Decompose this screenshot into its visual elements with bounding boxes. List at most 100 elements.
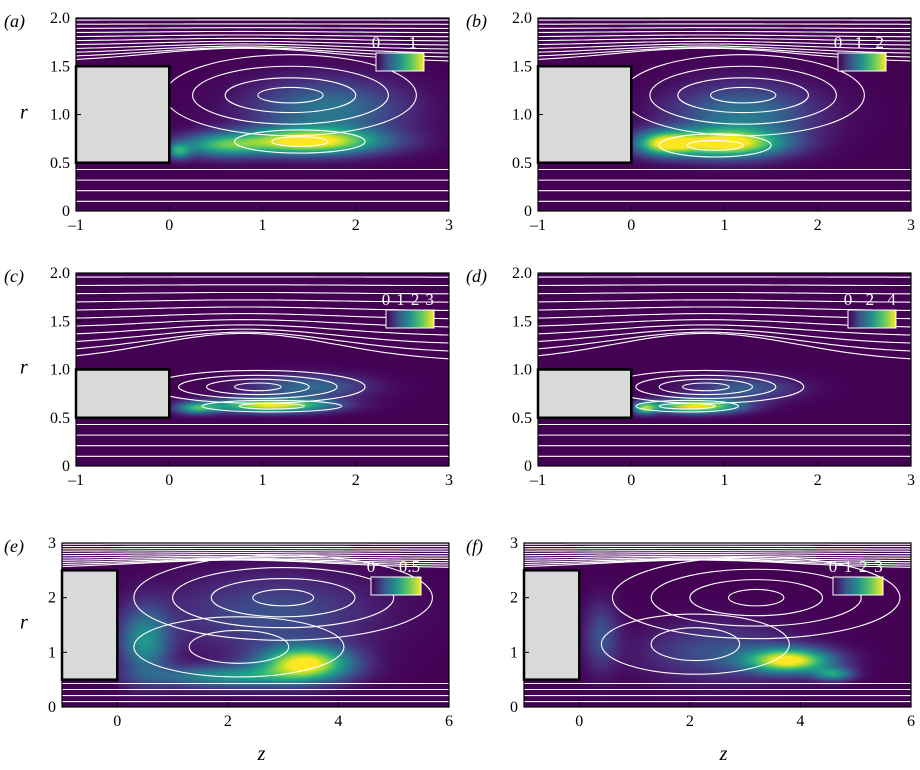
y-tick-label: 2.0 — [50, 265, 70, 282]
x-tick-label: 1 — [721, 217, 729, 234]
colorbar — [847, 309, 897, 329]
heatmap-canvas — [62, 543, 449, 707]
streamline — [76, 284, 449, 287]
y-tick-label: 3 — [510, 535, 518, 552]
vortex-contour — [650, 568, 862, 627]
x-tick-label: 0 — [575, 713, 583, 730]
streamline — [523, 553, 911, 557]
vortex-contour — [658, 402, 716, 410]
y-tick-label: 0.5 — [512, 410, 532, 427]
x-tick-label: –1 — [67, 472, 84, 489]
streamline — [75, 291, 449, 295]
colorbar-tick-label: 3 — [425, 290, 434, 309]
vortex-contour — [686, 140, 744, 151]
panel-c: –1 0 1 2 300.51.01.52.0(c)r0 1 2 3 — [4, 265, 453, 489]
vortex-contour — [224, 77, 357, 114]
y-tick-label: 0 — [48, 699, 56, 716]
streamline — [76, 34, 449, 38]
vortex-contour — [133, 554, 433, 641]
y-tick-label: 1.0 — [50, 107, 70, 124]
y-tick-label: 1.0 — [50, 362, 70, 379]
vortex-contour — [600, 613, 790, 675]
panel-e: 0 2 4 6 0 1 2 3 (e) r z 0 0.5 — [4, 535, 453, 765]
streamline — [62, 550, 450, 552]
y-tick-label: 1 — [48, 644, 56, 661]
vortex-contour — [658, 133, 772, 158]
panel-a: –1 0 1 2 300.51.01.52.0(a)r0 1 — [4, 10, 453, 234]
streamline — [538, 27, 911, 29]
axes-frame — [523, 542, 912, 708]
x-tick-label: 3 — [445, 217, 453, 234]
cylinder-body — [522, 569, 581, 681]
streamline — [537, 332, 912, 360]
vortex-contour — [650, 627, 741, 662]
vortex-contour — [681, 382, 730, 392]
x-tick-label: –1 — [67, 217, 84, 234]
y-tick-label: 2 — [48, 590, 56, 607]
axes-frame — [61, 542, 450, 708]
streamline — [524, 550, 912, 552]
streamline — [75, 332, 450, 360]
streamline — [538, 34, 911, 38]
colorbar — [385, 309, 435, 329]
y-tick-label: 0 — [524, 203, 532, 220]
cylinder-body — [60, 569, 119, 681]
vortex-contour — [658, 378, 754, 396]
streamlines — [537, 276, 912, 457]
streamline — [62, 557, 450, 562]
x-tick-label: 2 — [352, 217, 360, 234]
streamline — [537, 43, 912, 50]
streamline — [61, 559, 450, 566]
streamline — [538, 30, 911, 34]
streamline — [537, 331, 912, 352]
vortex-contour — [257, 86, 324, 104]
x-tick-label: 2 — [686, 713, 694, 730]
streamlines — [61, 543, 450, 703]
x-tick-label: 6 — [907, 713, 915, 730]
x-tick-label: 2 — [352, 472, 360, 489]
vortex-contour — [233, 382, 282, 392]
colorbar-tick-label: 0.5 — [399, 557, 420, 576]
x-tick-label: 3 — [907, 472, 915, 489]
streamline — [75, 331, 450, 352]
colorbar-tick-label: 0 — [829, 557, 838, 576]
vortex-contour — [611, 556, 901, 640]
vortex-contour — [178, 374, 338, 400]
panel-b: –1 0 1 2 300.51.01.52.0(b)0 1 2 — [466, 10, 915, 234]
y-tick-label: 1.5 — [50, 58, 70, 75]
y-tick-label: 2.0 — [512, 10, 532, 27]
y-tick-label: 3 — [48, 535, 56, 552]
colorbar — [832, 576, 884, 596]
streamline — [524, 555, 912, 559]
panel-label: (a) — [4, 11, 25, 32]
x-tick-label: 0 — [113, 713, 121, 730]
colorbar-tick-label: 1 — [396, 290, 405, 309]
y-axis-label: r — [20, 611, 28, 633]
colorbar-tick-label: 0 — [372, 33, 381, 52]
streamline — [76, 30, 449, 34]
x-tick-label: 3 — [445, 472, 453, 489]
colorbar-tick-label: 0 — [834, 33, 843, 52]
y-tick-label: 1.5 — [512, 58, 532, 75]
colorbar — [370, 576, 422, 596]
colorbar-tick-label: 0 — [382, 290, 391, 309]
panel-label: (f) — [466, 536, 483, 557]
y-tick-label: 0 — [62, 458, 70, 475]
streamline — [76, 37, 449, 42]
streamline — [538, 37, 911, 42]
panel-label: (d) — [466, 266, 487, 287]
cylinder-body — [74, 368, 171, 419]
x-tick-label: 1 — [721, 472, 729, 489]
x-tick-label: 0 — [627, 217, 635, 234]
streamline — [537, 299, 912, 303]
vortex-contour — [238, 402, 306, 410]
x-axis-label: z — [257, 743, 266, 765]
streamline — [537, 324, 912, 336]
colorbar-tick-label: 0 — [844, 290, 853, 309]
colorbar-tick-label: 2 — [859, 557, 868, 576]
streamline — [75, 299, 450, 303]
streamline — [523, 559, 912, 566]
streamline — [75, 324, 450, 336]
panel-label: (b) — [466, 11, 487, 32]
streamline — [75, 45, 450, 54]
